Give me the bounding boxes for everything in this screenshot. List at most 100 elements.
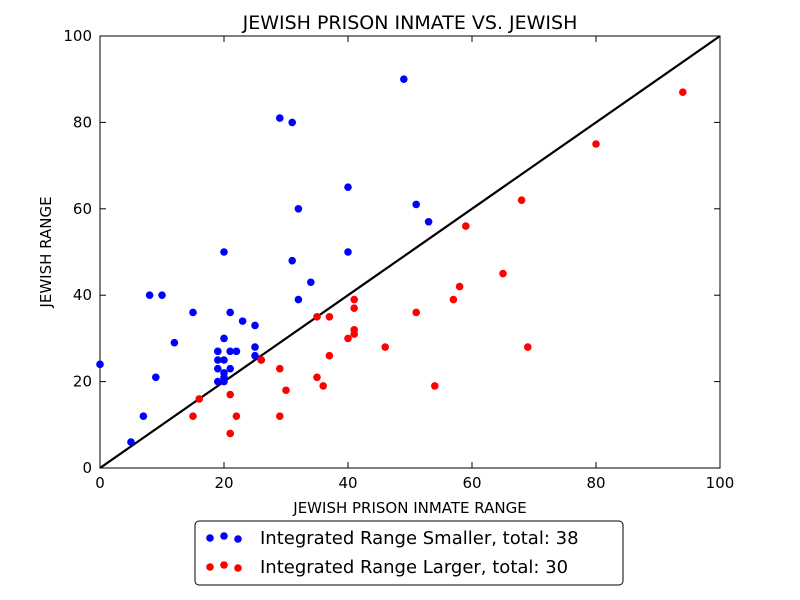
data-point (220, 248, 228, 256)
legend-marker-dot (234, 535, 242, 543)
data-point (412, 200, 421, 209)
data-point (325, 351, 334, 360)
data-point (325, 313, 334, 321)
x-tick-label: 20 (214, 474, 233, 492)
data-point (139, 412, 148, 420)
data-point (294, 205, 303, 213)
data-point (195, 395, 203, 403)
chart-title: JEWISH PRISON INMATE VS. JEWISH (242, 12, 578, 34)
data-point (313, 373, 321, 382)
series-1 (189, 88, 687, 438)
data-point (238, 317, 247, 325)
data-point (220, 369, 228, 377)
y-tick-label: 0 (82, 459, 92, 477)
data-point (226, 429, 234, 438)
data-point (158, 291, 166, 300)
data-point (226, 308, 234, 317)
data-point (127, 438, 135, 446)
legend-label-smaller: Integrated Range Smaller, total: 38 (260, 528, 579, 549)
data-point (350, 304, 359, 312)
data-point (524, 343, 532, 351)
data-point (344, 334, 352, 343)
data-point (170, 338, 179, 347)
data-point (517, 196, 526, 204)
legend-marker-dot (220, 532, 228, 540)
data-point (226, 364, 234, 373)
data-point (381, 343, 390, 351)
data-point (288, 256, 297, 265)
data-point (424, 217, 433, 226)
legend-marker-dot (234, 564, 242, 572)
data-point (400, 75, 408, 83)
data-point (344, 248, 352, 256)
legend-marker-larger (206, 561, 242, 572)
legend-frame (194, 520, 624, 586)
data-point (499, 269, 507, 278)
data-point (350, 325, 359, 334)
data-point (251, 321, 259, 330)
legend-marker-dot (206, 563, 214, 571)
data-point (449, 295, 458, 304)
legend: Integrated Range Smaller, total: 38 Inte… (194, 520, 624, 586)
data-point (313, 313, 321, 321)
data-point (288, 118, 297, 127)
data-point (220, 334, 228, 343)
y-axis: 0 20 40 60 80 100 (63, 27, 720, 477)
plot-frame (99, 35, 721, 469)
data-point (220, 356, 228, 364)
y-axis-label: JEWISH RANGE (37, 196, 55, 308)
data-point (679, 88, 687, 96)
data-point (251, 351, 259, 360)
data-points (96, 75, 687, 446)
data-point (350, 295, 359, 304)
y-tick-label: 100 (63, 27, 92, 45)
data-point (251, 343, 259, 351)
x-tick-label: 0 (95, 474, 105, 492)
legend-item-smaller: Integrated Range Smaller, total: 38 (206, 528, 579, 549)
data-point (152, 373, 160, 382)
plot-area (99, 35, 721, 469)
data-point (257, 356, 266, 364)
data-point (276, 412, 284, 420)
diagonal-reference-line (99, 35, 721, 469)
legend-item-larger: Integrated Range Larger, total: 30 (206, 557, 568, 578)
data-point (189, 308, 197, 317)
x-tick-label: 60 (462, 474, 481, 492)
y-tick-label: 40 (73, 286, 92, 304)
legend-marker-dot (220, 561, 228, 569)
y-tick-label: 80 (73, 113, 92, 131)
data-point (455, 282, 464, 291)
data-point (214, 347, 222, 356)
series-0 (96, 75, 433, 446)
data-point (214, 364, 222, 373)
data-point (232, 347, 241, 356)
data-point (344, 183, 352, 191)
data-point (96, 360, 104, 369)
data-point (226, 390, 234, 399)
y-tick-label: 20 (73, 373, 92, 391)
legend-label-larger: Integrated Range Larger, total: 30 (260, 557, 568, 578)
data-point (592, 140, 600, 148)
data-point (220, 377, 228, 386)
data-point (232, 412, 241, 420)
data-point (412, 308, 421, 317)
x-axis: 0 20 40 60 80 100 (95, 36, 734, 492)
x-tick-label: 80 (586, 474, 605, 492)
data-point (214, 356, 222, 364)
data-point (145, 291, 154, 300)
data-point (431, 382, 439, 390)
x-tick-label: 100 (706, 474, 735, 492)
data-point (276, 364, 284, 373)
legend-marker-smaller (206, 532, 242, 543)
x-axis-label: JEWISH PRISON INMATE RANGE (292, 499, 526, 517)
data-point (294, 295, 303, 304)
legend-marker-dot (206, 534, 214, 542)
data-point (307, 278, 315, 287)
data-point (226, 347, 234, 356)
data-point (282, 386, 290, 395)
data-point (462, 222, 470, 230)
y-tick-label: 60 (73, 200, 92, 218)
data-point (276, 114, 284, 122)
data-point (189, 412, 197, 420)
